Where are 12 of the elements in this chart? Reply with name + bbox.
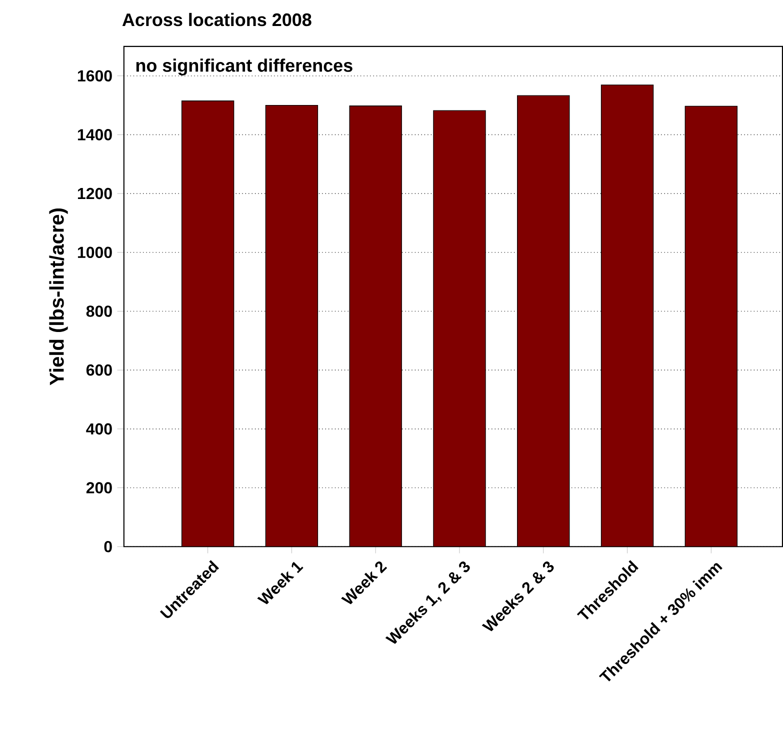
y-tick-label: 0	[104, 540, 112, 552]
y-tick-label: 800	[86, 305, 112, 317]
y-tick-label: 200	[86, 482, 112, 494]
y-axis-title: Yield (lbs-lint/acre)	[49, 208, 68, 385]
y-tick-label: 1200	[78, 188, 112, 199]
y-tick-label: 400	[86, 423, 112, 434]
annotation: no significant differences	[136, 58, 352, 76]
y-tick-label: 1000	[78, 246, 112, 258]
chart-title: Across locations 2008	[122, 12, 312, 26]
y-tick-label: 1400	[78, 128, 112, 140]
y-tick-label: 600	[86, 364, 112, 376]
y-tick-label: 1600	[78, 70, 112, 82]
